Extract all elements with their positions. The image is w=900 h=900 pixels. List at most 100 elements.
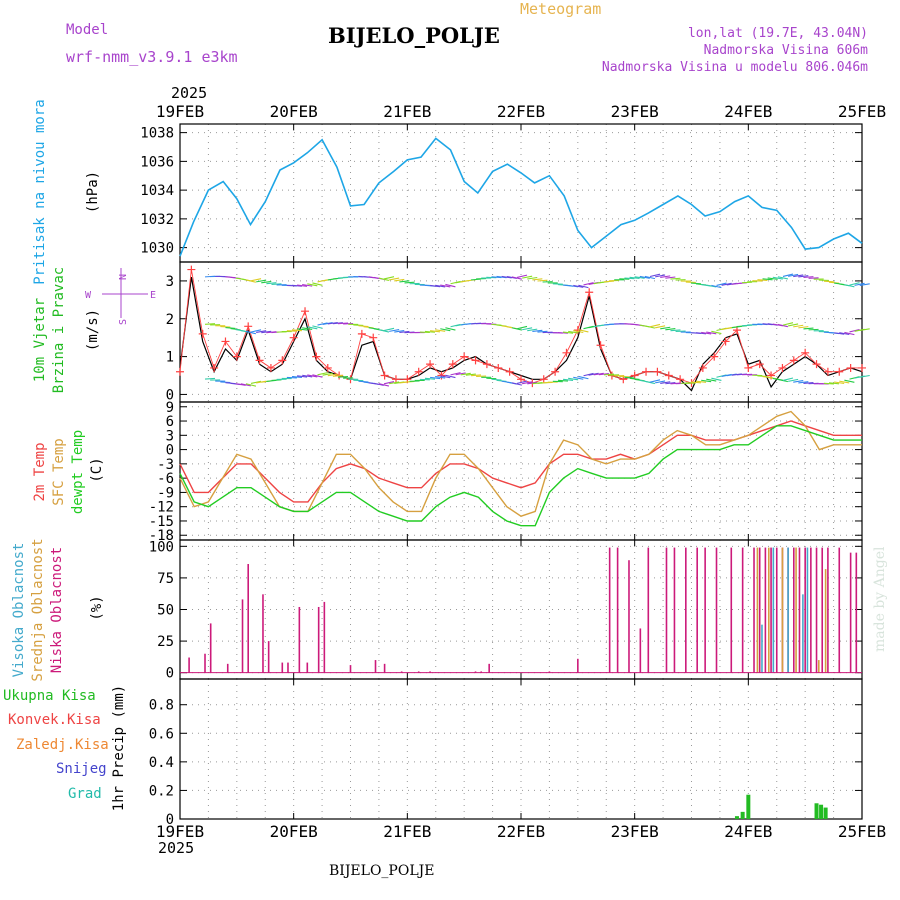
temp-ylabel: (C) xyxy=(89,457,105,482)
wind-arrow xyxy=(844,331,855,336)
wind-arrow xyxy=(834,381,845,384)
wind-arrow xyxy=(629,276,640,279)
wind-arrow xyxy=(711,284,722,289)
day-label-bottom: 24FEB xyxy=(724,822,772,841)
wind-arrow xyxy=(511,327,523,331)
pressure-title: Pritisak na nivou mora xyxy=(32,99,48,284)
wind-arrow xyxy=(261,280,272,284)
temperature-ytick-label: 6 xyxy=(166,414,174,430)
wind-arrow xyxy=(803,382,814,384)
temperature-ytick-label: -9 xyxy=(157,485,174,501)
wind-arrow xyxy=(644,380,656,385)
wind-marker xyxy=(858,363,866,372)
cloud-ylabel: (%) xyxy=(89,595,105,620)
wind-marker xyxy=(448,360,457,369)
wind-arrow xyxy=(399,280,410,283)
wind-marker xyxy=(494,363,503,372)
cloud-label-mid: Srednja Oblacnost xyxy=(30,538,46,681)
pressure-ytick-label: 1034 xyxy=(140,183,174,199)
precip-label-frz: Zaledj.Kisa xyxy=(16,737,109,753)
year-bottom: 2025 xyxy=(158,839,194,857)
wind-arrow xyxy=(695,380,707,383)
wind-arrow xyxy=(782,273,794,277)
wind-arrow xyxy=(573,376,584,380)
wind-arrow xyxy=(312,374,323,378)
wind-arrow xyxy=(470,374,482,377)
wind-arrow xyxy=(793,274,804,278)
wind-arrow xyxy=(578,375,589,380)
wind-arrow xyxy=(337,322,349,325)
wind-arrow xyxy=(455,372,466,376)
cloud-ytick-label: 75 xyxy=(157,571,174,587)
temp-line-2 xyxy=(179,425,862,527)
wind-marker xyxy=(482,360,491,369)
wind-arrow xyxy=(266,282,277,285)
wind-arrow xyxy=(788,273,799,277)
wind-arrow xyxy=(849,282,860,286)
wind-marker xyxy=(414,367,423,376)
wind-arrow xyxy=(327,321,338,325)
wind-arrow xyxy=(389,328,400,332)
precip-bar xyxy=(734,816,739,819)
wind-marker xyxy=(301,307,310,316)
wind-arrow xyxy=(522,327,533,331)
day-label-top: 21FEB xyxy=(383,102,431,121)
wind-arrow xyxy=(588,372,599,376)
wind-arrow xyxy=(859,283,870,286)
wind-arrow xyxy=(383,381,395,385)
wind-arrow xyxy=(378,383,390,387)
wind-arrow xyxy=(430,376,441,380)
wind-arrow xyxy=(573,330,584,334)
wind-arrow xyxy=(562,378,574,381)
wind-marker xyxy=(266,363,275,372)
wind-arrow xyxy=(665,276,676,279)
wind-arrow xyxy=(793,380,804,383)
wind-arrow xyxy=(491,378,502,381)
temperature-ytick-label: 0 xyxy=(166,443,174,459)
wind-arrow xyxy=(532,278,543,281)
wind-arrow xyxy=(271,283,282,285)
wind-arrow xyxy=(496,275,507,279)
wind-arrow xyxy=(358,380,369,383)
wind-arrow xyxy=(312,325,323,329)
temp-label-dewpt: dewpt Temp xyxy=(70,430,86,514)
wind-arrow xyxy=(435,375,446,379)
wind-arrow xyxy=(849,328,860,333)
wind-marker xyxy=(846,363,855,372)
wind-arrow xyxy=(383,276,395,280)
wind-marker xyxy=(551,367,560,376)
wind-marker xyxy=(471,356,480,365)
precip-ytick-label: 0 xyxy=(166,812,174,828)
cloud-label-high: Visoka Oblacnost xyxy=(11,543,27,678)
wind-arrow xyxy=(235,383,246,386)
wind-arrow xyxy=(793,324,804,328)
wind-arrow xyxy=(568,284,579,288)
temperature-ytick-label: 9 xyxy=(166,400,174,416)
wind-arrow xyxy=(440,375,451,379)
wind-arrow xyxy=(844,284,855,288)
wind-arrow xyxy=(445,283,456,288)
wind-arrow xyxy=(823,382,834,385)
wind-arrow xyxy=(573,284,584,288)
wind-arrow xyxy=(624,277,635,280)
wind-arrow xyxy=(844,379,855,383)
wind-arrow xyxy=(578,329,589,333)
wind-arrow xyxy=(834,332,845,335)
wind-arrow xyxy=(312,282,323,286)
temp-label-sfc: SFC Temp xyxy=(51,438,67,505)
wind-arrow xyxy=(220,381,231,384)
wind-marker xyxy=(664,371,673,380)
wind-arrow xyxy=(803,276,814,279)
wind-marker xyxy=(789,356,798,365)
day-label-top: 22FEB xyxy=(497,102,545,121)
wind-arrow xyxy=(660,275,671,279)
wind-arrow xyxy=(854,282,865,286)
plot-area: 1030103210341036103801239630-3-6-9-12-15… xyxy=(140,102,886,841)
lonlat: lon,lat (19.7E, 43.04N) xyxy=(688,26,868,41)
wind-marker xyxy=(778,363,787,372)
wind-arrow xyxy=(716,282,727,286)
wind-arrow xyxy=(297,284,308,287)
wind-marker xyxy=(835,367,844,376)
temperature-ytick-label: -6 xyxy=(157,471,174,487)
wind-arrow xyxy=(424,330,435,333)
